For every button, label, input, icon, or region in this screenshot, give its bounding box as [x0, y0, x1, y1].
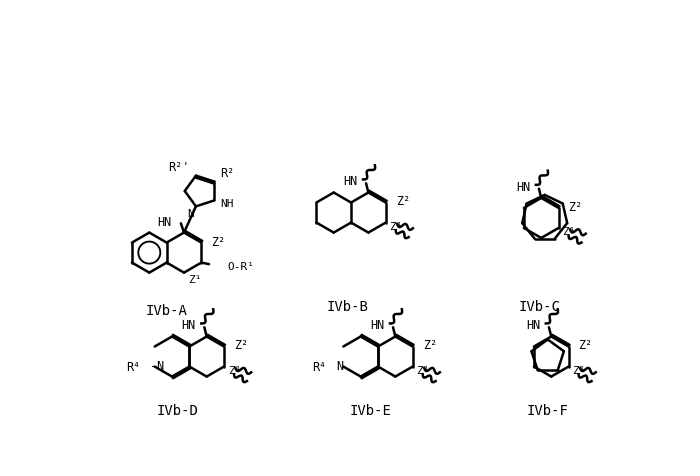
Text: -N: -N [150, 359, 164, 373]
Text: HN: HN [158, 215, 172, 228]
Text: Z²: Z² [211, 235, 225, 248]
Text: Z¹: Z¹ [562, 227, 576, 237]
Text: IVb-F: IVb-F [526, 404, 568, 417]
Text: N: N [188, 208, 195, 218]
Text: R²': R²' [169, 160, 190, 174]
Text: Z¹: Z¹ [228, 365, 242, 375]
Text: Z²: Z² [568, 200, 583, 213]
Text: IVb-C: IVb-C [519, 300, 561, 314]
Text: R²: R² [220, 167, 234, 179]
Text: HN: HN [182, 319, 196, 332]
Text: Z²: Z² [395, 195, 410, 208]
Text: Z²: Z² [579, 339, 593, 352]
Text: R⁴: R⁴ [127, 360, 141, 373]
Text: Z¹: Z¹ [390, 221, 403, 231]
Text: HN: HN [344, 175, 358, 188]
Text: NH: NH [220, 198, 234, 208]
Text: N: N [337, 359, 344, 373]
Text: HN: HN [370, 319, 384, 332]
Text: Z¹: Z¹ [573, 365, 586, 375]
Text: IVb-A: IVb-A [146, 304, 187, 317]
Text: HN: HN [516, 180, 531, 193]
Text: IVb-E: IVb-E [349, 404, 391, 417]
Text: O-R¹: O-R¹ [228, 261, 255, 271]
Text: HN: HN [526, 319, 540, 332]
Text: Z¹: Z¹ [188, 274, 202, 284]
Text: Z²: Z² [234, 339, 248, 352]
Text: IVb-B: IVb-B [326, 300, 368, 314]
Text: Z²: Z² [423, 339, 437, 352]
Text: Z¹: Z¹ [416, 365, 430, 375]
Text: IVb-D: IVb-D [157, 404, 199, 417]
Text: R⁴: R⁴ [312, 360, 326, 373]
